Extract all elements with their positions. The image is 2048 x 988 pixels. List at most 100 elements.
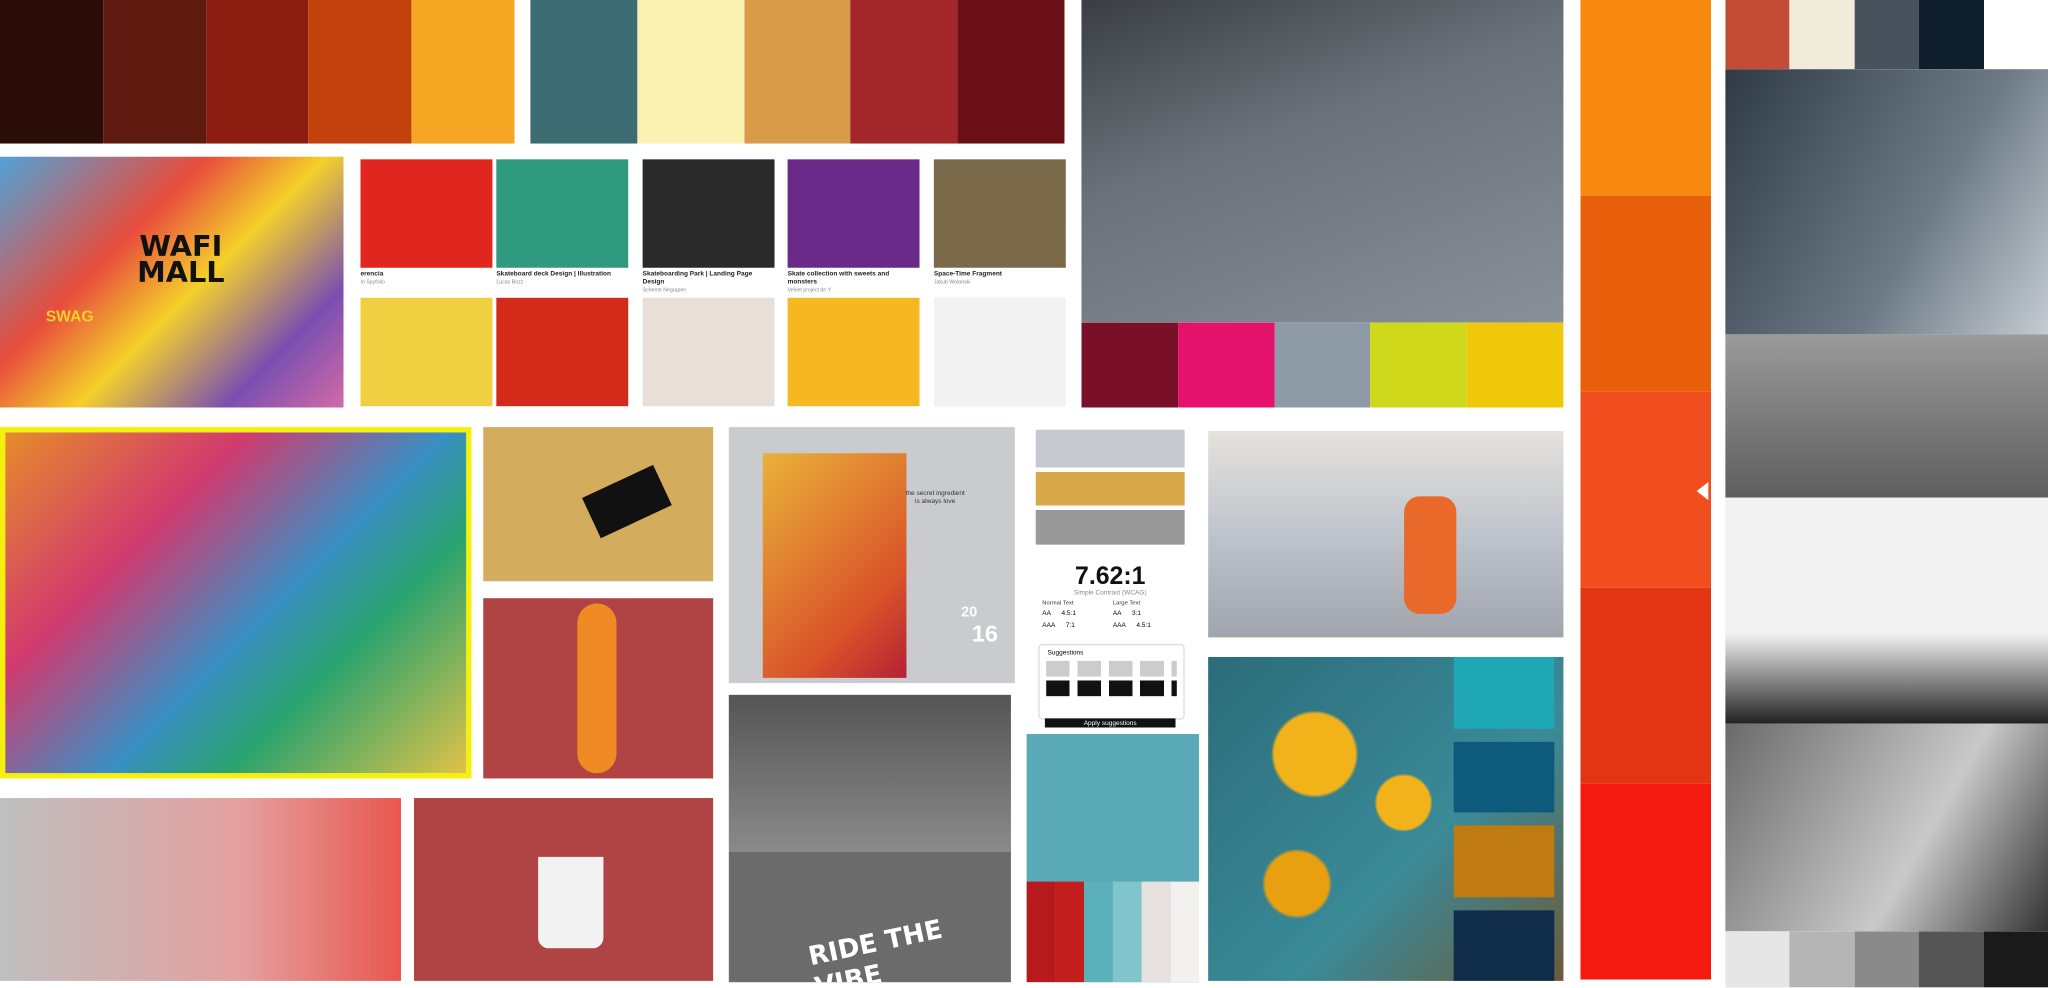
behance-card[interactable] xyxy=(642,297,775,407)
illustration xyxy=(483,427,714,582)
suggest-swatches[interactable] xyxy=(1046,660,1177,677)
swatch xyxy=(743,0,851,144)
illustration xyxy=(483,598,714,779)
card-author: Lucas Bozz xyxy=(496,278,524,285)
swatch xyxy=(1370,322,1468,408)
palette xyxy=(1453,656,1555,981)
contrast-ratio: 7.62:1 xyxy=(1075,562,1146,591)
behance-card[interactable] xyxy=(360,297,493,407)
swatch xyxy=(1580,783,1712,980)
contrast-cell: AAA 7:1 xyxy=(1042,622,1113,630)
swatch xyxy=(1084,881,1113,983)
swatch xyxy=(1177,322,1275,408)
suggest-swatches[interactable] xyxy=(1046,680,1177,697)
large-heading: Large Text xyxy=(1112,599,1141,607)
swatch xyxy=(1918,931,1984,988)
behance-card[interactable]: Skateboard deck Design | Illustration Luc… xyxy=(496,159,629,285)
card-author: Velvet project de Y xyxy=(787,286,832,293)
threshold: 4.5:1 xyxy=(1136,621,1151,630)
threshold: 7:1 xyxy=(1065,621,1075,630)
graffiti-word: MALL xyxy=(137,257,225,290)
swatch-list xyxy=(1035,429,1185,545)
shape xyxy=(582,464,672,539)
lion-art xyxy=(762,453,907,678)
swatch xyxy=(1725,0,1790,70)
card-title: Skate collection with sweets and monster… xyxy=(787,270,890,287)
skate-photo xyxy=(1725,334,2048,498)
palette xyxy=(1081,322,1564,408)
card-author: In Spyfolio xyxy=(360,278,385,285)
level: AAA xyxy=(1042,621,1056,630)
card-title: Skateboard deck Design | Illustration xyxy=(496,270,612,279)
swatch xyxy=(1580,391,1712,588)
street-illustration xyxy=(1208,431,1564,638)
behance-card[interactable]: Space-Time Fragment Jakub Wolanski xyxy=(933,159,1066,285)
graffiti-tag: SWAG xyxy=(45,306,94,326)
palette xyxy=(530,0,1065,144)
thumbnail xyxy=(360,159,493,268)
thumbnail xyxy=(933,159,1066,268)
thumbnail xyxy=(496,159,629,268)
swatch xyxy=(1983,0,2048,70)
suggestions-box: Suggestions xyxy=(1038,643,1185,720)
swatch xyxy=(1170,881,1200,983)
swatch xyxy=(1580,0,1712,196)
skate-photo xyxy=(1081,0,1564,323)
palette xyxy=(1725,931,2048,988)
apply-button[interactable]: Apply suggestions xyxy=(1044,718,1176,728)
swatch xyxy=(530,0,638,144)
swatch xyxy=(1918,0,1984,70)
swatch xyxy=(411,0,515,144)
collapse-arrow[interactable] xyxy=(1695,481,1709,501)
swatch xyxy=(1453,741,1555,813)
graffiti-word: WAFI xyxy=(139,231,223,264)
caption: Simple Contrast (WCAG) xyxy=(1073,589,1147,597)
skate-photo xyxy=(1725,497,2048,724)
swatch xyxy=(1854,0,1919,70)
threshold: 3:1 xyxy=(1131,609,1142,618)
palette xyxy=(1026,881,1200,983)
palette xyxy=(1580,0,1712,980)
poster: the secret ingredient is always love 20 1… xyxy=(728,427,1015,684)
level: AA xyxy=(1042,609,1051,618)
swatch xyxy=(1026,881,1056,983)
suggestions-label[interactable]: Suggestions xyxy=(1047,649,1084,657)
illustration: RIDE THE VIBE xyxy=(728,851,1011,983)
palette xyxy=(1725,0,2048,70)
contrast-heads: Normal Text Large Text xyxy=(1042,600,1183,607)
swatch xyxy=(1854,931,1919,988)
swatch xyxy=(1580,587,1712,784)
year: 16 xyxy=(971,620,998,647)
swatch xyxy=(1580,195,1712,392)
swatch xyxy=(1274,322,1371,408)
tagline: the secret ingredient is always love xyxy=(896,490,974,506)
swatch xyxy=(0,0,103,144)
skate-photo xyxy=(1725,723,2048,932)
swatch xyxy=(850,0,958,144)
behance-card[interactable]: erencia In Spyfolio xyxy=(360,159,493,285)
photo xyxy=(0,798,401,981)
card-author: Scheme Negrapen xyxy=(642,286,687,293)
contrast-cell: AA 4.5:1 xyxy=(1042,610,1113,618)
year: 20 xyxy=(961,604,978,621)
skateboard-photo xyxy=(728,694,1011,852)
figure xyxy=(1404,496,1457,614)
graffiti-image: WAFI MALL SWAG xyxy=(0,156,344,408)
swatch xyxy=(1725,931,1790,988)
card-title: Skateboarding Park | Landing Page Design xyxy=(642,270,753,287)
behance-card[interactable] xyxy=(933,297,1066,407)
contrast-cell: AA 3:1 xyxy=(1113,610,1184,618)
threshold: 4.5:1 xyxy=(1061,609,1076,618)
swatch xyxy=(1467,322,1564,408)
behance-card[interactable]: Skate collection with sweets and monster… xyxy=(787,159,920,293)
behance-card[interactable] xyxy=(496,297,629,407)
palette xyxy=(0,0,515,144)
swatch xyxy=(1055,881,1085,983)
skate-photo xyxy=(1725,69,2048,335)
level: AAA xyxy=(1112,621,1126,630)
behance-card[interactable]: Skateboarding Park | Landing Page Design… xyxy=(642,159,775,293)
wheel-photo xyxy=(1026,734,1200,983)
behance-card[interactable] xyxy=(787,297,920,407)
swatch xyxy=(1983,931,2048,988)
